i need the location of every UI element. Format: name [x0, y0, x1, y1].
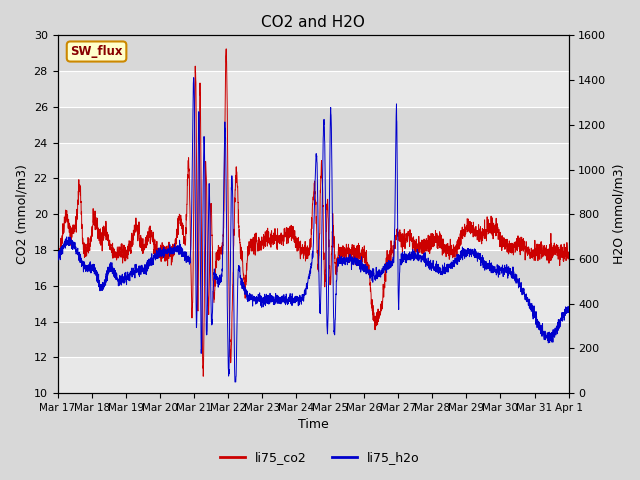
Bar: [58, 107, 568, 143]
Bar: [58, 322, 568, 357]
Bar: [58, 179, 568, 214]
X-axis label: Time: Time: [298, 419, 328, 432]
Bar: [58, 214, 568, 250]
Bar: [58, 143, 568, 179]
Text: SW_flux: SW_flux: [70, 45, 123, 58]
Bar: [58, 286, 568, 322]
Bar: [58, 36, 568, 71]
Title: CO2 and H2O: CO2 and H2O: [261, 15, 365, 30]
Y-axis label: H2O (mmol/m3): H2O (mmol/m3): [612, 164, 625, 264]
Bar: [58, 71, 568, 107]
Legend: li75_co2, li75_h2o: li75_co2, li75_h2o: [215, 446, 425, 469]
Bar: [58, 357, 568, 393]
Y-axis label: CO2 (mmol/m3): CO2 (mmol/m3): [15, 164, 28, 264]
Bar: [58, 250, 568, 286]
